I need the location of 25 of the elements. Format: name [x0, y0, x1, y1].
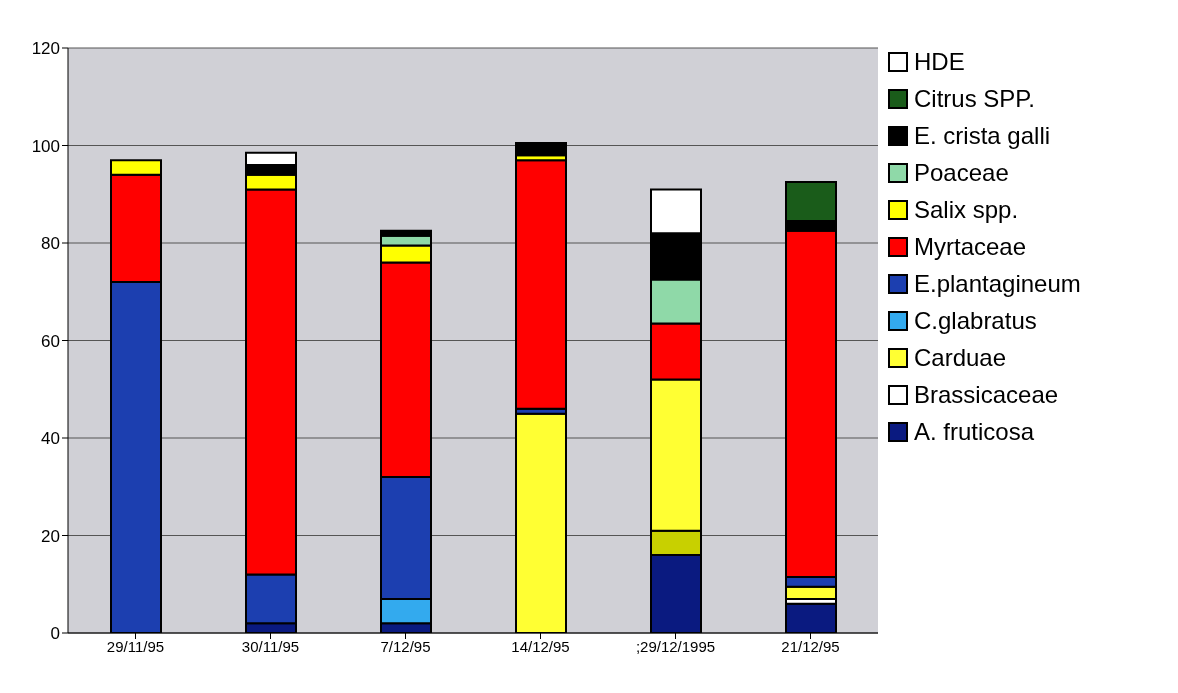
y-tick-label: 60: [41, 331, 60, 351]
legend-label: HDE: [914, 48, 965, 76]
x-tick-label: 14/12/95: [511, 637, 570, 655]
y-tick-label: 0: [50, 624, 60, 644]
x-tick-label: 7/12/95: [380, 637, 431, 655]
y-tick-label: 100: [31, 136, 60, 156]
legend-label: A. fruticosa: [914, 418, 1035, 446]
legend-label: Citrus SPP.: [914, 85, 1035, 113]
legend-label: Myrtaceae: [914, 233, 1027, 261]
y-tick-label: 20: [41, 526, 60, 546]
y-tick-label: 80: [41, 234, 60, 254]
x-tick-label: 29/11/95: [106, 637, 165, 655]
legend-label: Brassicaceae: [914, 381, 1059, 409]
legend-label: Carduae: [914, 344, 1007, 372]
legend-label: Poaceae: [914, 159, 1009, 187]
x-tick-label: 21/12/95: [781, 637, 840, 655]
legend-label: Salix spp.: [914, 196, 1019, 224]
x-tick-label: 30/11/95: [241, 637, 300, 655]
y-tick-label: 120: [31, 39, 60, 59]
x-tick-label: ;29/12/1995: [635, 637, 716, 655]
y-tick-label: 40: [41, 429, 60, 449]
legend-label: E. crista galli: [914, 122, 1051, 150]
legend-label: E.plantagineum: [914, 270, 1081, 298]
legend-label: C.glabratus: [914, 307, 1037, 335]
bar: [515, 142, 567, 157]
